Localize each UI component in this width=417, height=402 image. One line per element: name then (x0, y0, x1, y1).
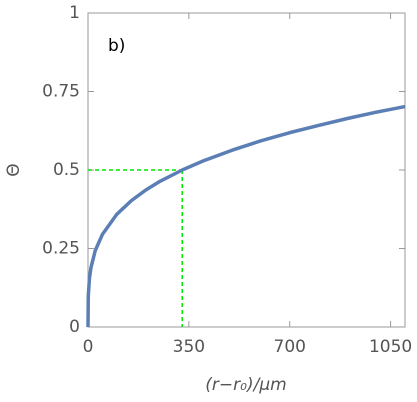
x-tick-label: 0 (83, 337, 94, 357)
y-tick-label: 0.75 (42, 82, 80, 102)
x-tick-label: 350 (173, 337, 205, 357)
y-axis-label: Θ (4, 163, 24, 176)
x-axis-label: (r−r₀)/μm (205, 375, 286, 395)
y-tick-label: 0.25 (42, 239, 80, 259)
data-line (86, 104, 406, 328)
annotation: b) (108, 36, 125, 56)
plot-frame (87, 12, 406, 328)
y-tick-label: 0.5 (53, 160, 80, 180)
y-tick-label: 1 (69, 3, 80, 23)
x-tick-label: 700 (274, 337, 306, 357)
x-tick-label: 1050 (369, 337, 412, 357)
y-tick-label: 0 (69, 317, 80, 337)
